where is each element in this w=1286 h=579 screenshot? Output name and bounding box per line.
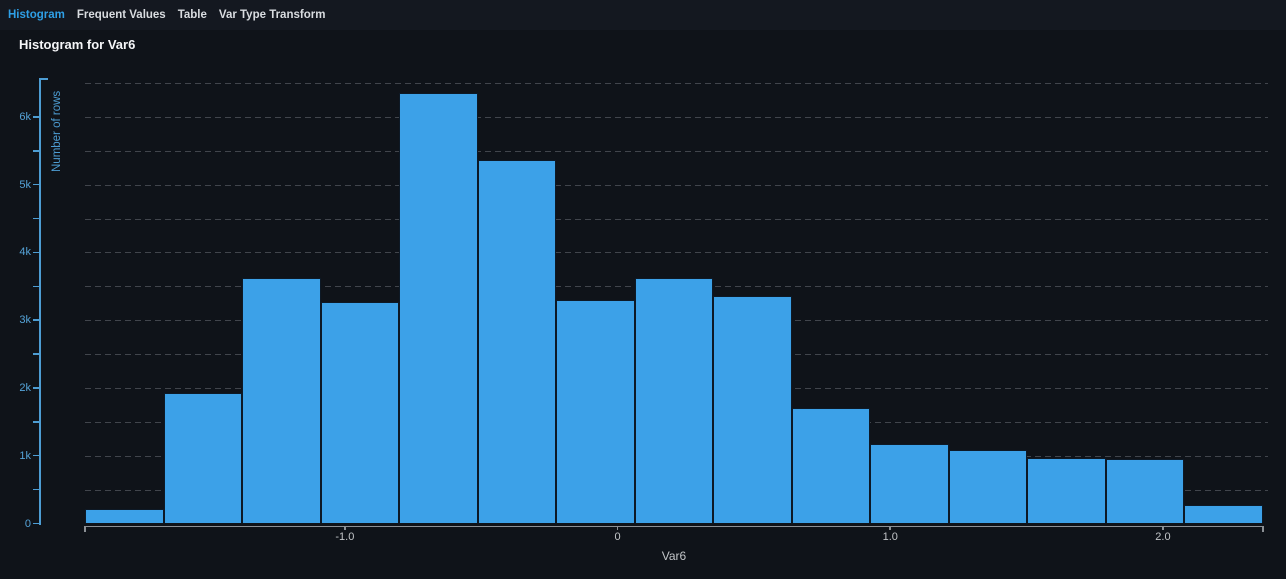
histogram-bar[interactable] — [791, 408, 871, 524]
y-axis-tick — [33, 285, 40, 288]
histogram-bar[interactable] — [163, 392, 243, 524]
y-axis-tick — [33, 454, 40, 457]
y-gridline — [85, 218, 1268, 220]
y-axis-tick — [33, 319, 40, 321]
histogram-bar[interactable] — [556, 299, 635, 524]
page-title: Histogram for Var6 — [19, 37, 136, 52]
x-axis-line — [85, 525, 1263, 527]
x-axis-tick-label: 1.0 — [882, 531, 898, 543]
x-axis-tick — [889, 525, 891, 530]
x-axis-right-cap — [1262, 525, 1264, 532]
y-axis-line — [39, 78, 41, 525]
histogram-bar[interactable] — [477, 160, 557, 524]
y-axis-tick — [33, 522, 40, 525]
y-axis-tick-label: 1k — [19, 449, 31, 462]
histogram-bar[interactable] — [1027, 458, 1106, 524]
y-axis-tick — [33, 488, 40, 491]
histogram-bar[interactable] — [320, 301, 400, 524]
tab-table[interactable]: Table — [177, 9, 207, 21]
y-axis-tick — [33, 116, 40, 118]
y-axis-top-cap — [40, 78, 48, 80]
histogram-bar[interactable] — [713, 296, 792, 524]
histogram-bar[interactable] — [634, 278, 714, 524]
y-axis-tick — [33, 150, 40, 152]
y-axis-tick-label: 6k — [19, 110, 31, 123]
y-axis-tick — [33, 251, 40, 254]
tab-histogram[interactable]: Histogram — [8, 9, 65, 21]
y-axis-tick — [33, 387, 40, 389]
tab-var-type-transform[interactable]: Var Type Transform — [218, 9, 326, 21]
y-gridline — [85, 252, 1268, 254]
x-axis-tick-label: 2.0 — [1155, 531, 1171, 543]
histogram-bar[interactable] — [242, 278, 321, 524]
x-axis-tick-label: -1.0 — [335, 531, 355, 543]
histogram-bar[interactable] — [85, 508, 164, 524]
tab-frequent-values[interactable]: Frequent Values — [76, 9, 166, 21]
histogram-bar[interactable] — [948, 450, 1028, 524]
y-gridline — [85, 184, 1268, 186]
y-axis-tick — [33, 217, 40, 220]
x-axis-tick-label: 0 — [614, 531, 621, 543]
y-axis-tick-label: 0 — [24, 517, 31, 530]
x-axis-left-cap — [84, 525, 86, 532]
y-axis-tick — [33, 183, 40, 186]
histogram-bar[interactable] — [1184, 505, 1263, 524]
y-axis-tick-label: 2k — [19, 381, 31, 394]
x-axis-tick — [616, 525, 619, 530]
histogram-bar[interactable] — [399, 93, 478, 524]
histogram-bar[interactable] — [1105, 459, 1185, 524]
y-axis-tick-label: 5k — [19, 178, 31, 191]
y-axis-tick — [33, 353, 40, 355]
x-axis-tick — [344, 525, 346, 530]
y-gridline — [85, 150, 1268, 152]
y-gridline — [85, 83, 1268, 84]
y-axis-tick-label: 4k — [19, 246, 31, 259]
y-axis-tick-label: 3k — [19, 314, 31, 327]
x-axis-title: Var6 — [661, 549, 687, 563]
y-axis-tick — [33, 421, 40, 423]
histogram-bar[interactable] — [870, 443, 949, 524]
y-axis-title: Number of rows — [51, 90, 63, 172]
y-gridline — [85, 116, 1268, 118]
tab-bar: Histogram Frequent Values Table Var Type… — [0, 0, 1286, 30]
x-axis-tick — [1162, 525, 1164, 530]
